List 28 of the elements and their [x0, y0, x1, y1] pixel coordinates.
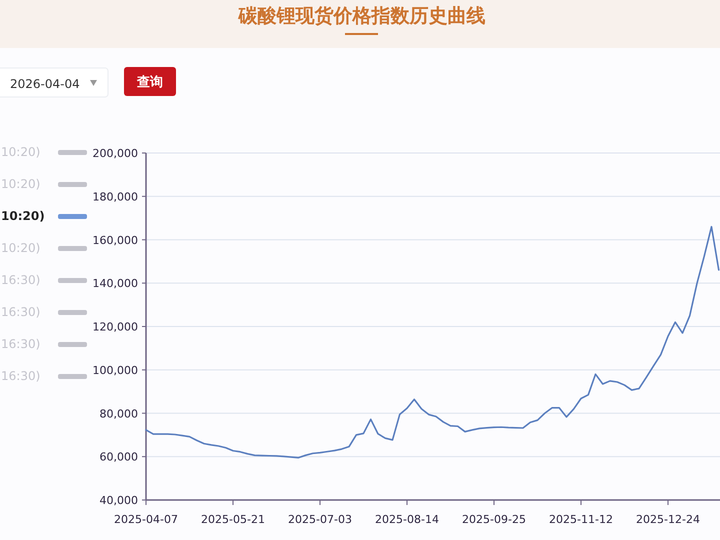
y-tick-label: 160,000 — [92, 234, 138, 247]
text: 10:20) — [1, 209, 45, 223]
text: 16:30) — [1, 273, 40, 287]
text: 16:30) — [1, 305, 40, 319]
x-tick-label: 2025-11-12 — [549, 513, 613, 526]
y-tick-label: 60,000 — [100, 450, 138, 464]
chart-title: 碳酸锂现货价格指数历史曲线 — [238, 5, 486, 27]
text: 16:30) — [1, 369, 40, 383]
text: 10:20) — [1, 177, 40, 191]
y-tick-label: 180,000 — [92, 190, 138, 204]
text: 10:20) — [1, 241, 40, 255]
line-series — [145, 226, 720, 459]
text: 2026-04-04 — [10, 77, 80, 91]
x-tick-label: 2025-05-21 — [201, 513, 265, 526]
text: 10:20) — [1, 145, 40, 159]
y-tick-label: 40,000 — [100, 494, 138, 507]
y-tick-label: 100,000 — [92, 364, 138, 377]
y-tick-label: 80,000 — [100, 407, 138, 420]
text: 查询 — [136, 75, 163, 90]
x-tick-label: 2025-12-24 — [636, 513, 700, 526]
text: 16:30) — [1, 337, 40, 351]
y-tick-label: 120,000 — [92, 320, 138, 334]
y-tick-label: 140,000 — [92, 277, 138, 290]
x-tick-label: 2025-09-25 — [462, 513, 526, 526]
x-tick-label: 2025-07-03 — [288, 513, 352, 526]
y-tick-label: 200,000 — [92, 147, 138, 160]
x-tick-label: 2025-08-14 — [375, 513, 439, 526]
x-tick-label: 2025-04-07 — [114, 513, 178, 526]
